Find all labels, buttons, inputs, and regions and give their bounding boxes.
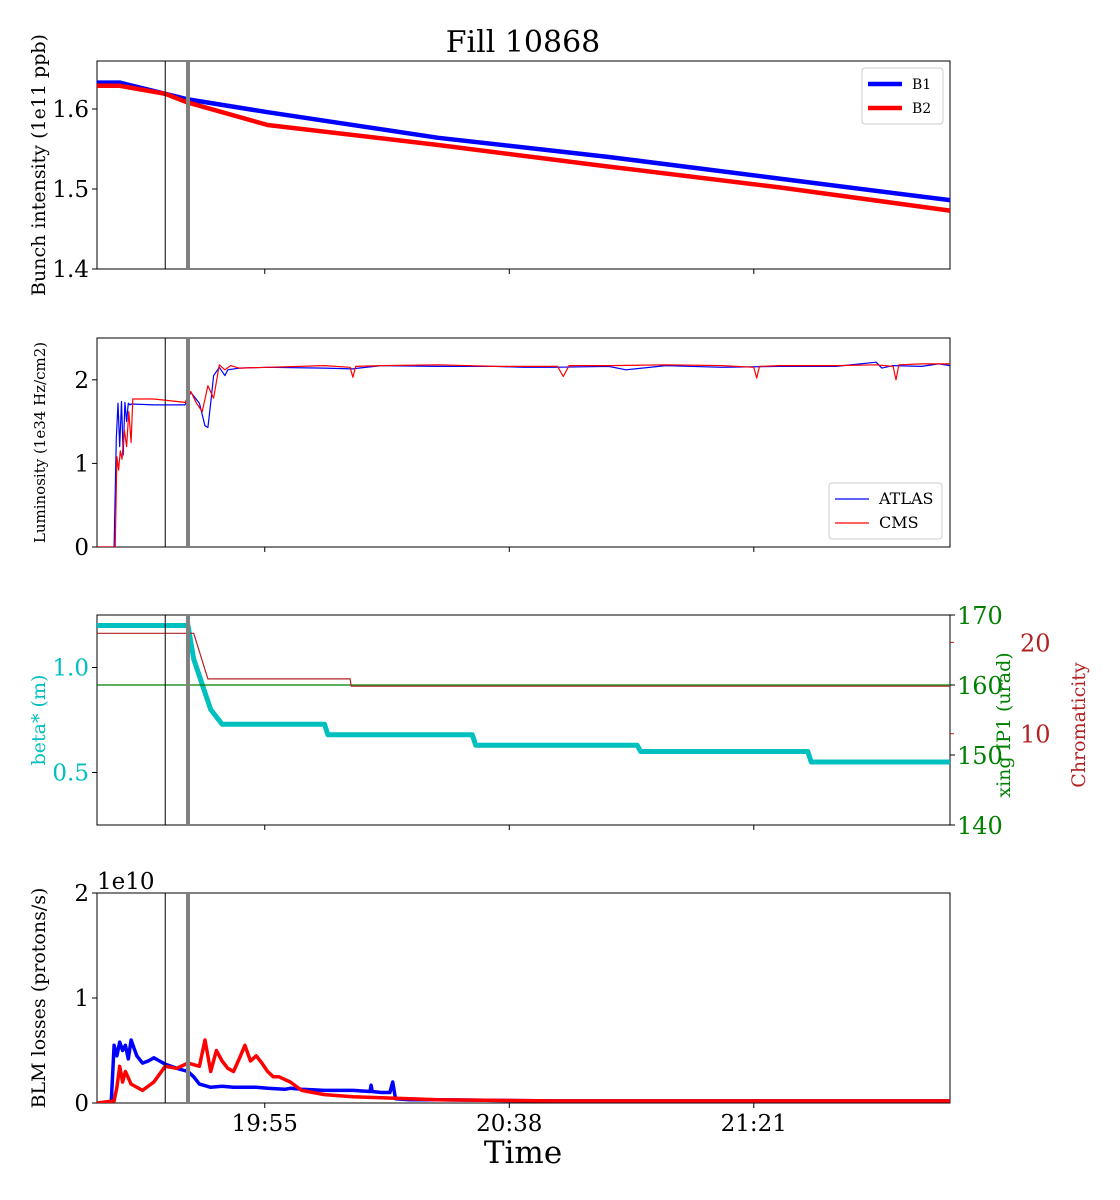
plot-area-optics [97, 623, 950, 765]
series-intensity-b2 [97, 83, 950, 213]
panel-luminosity: 0 1 2 Luminosity (1e34 Hz/cm2) ATLAS CMS [31, 337, 951, 561]
y-tick-label: 0.5 [52, 761, 89, 787]
plot-area-luminosity [97, 361, 950, 547]
y-axis-label: Luminosity (1e34 Hz/cm2) [31, 342, 49, 543]
y-tick-label: 1.0 [52, 656, 89, 682]
legend-label: B2 [912, 101, 931, 117]
series-luminosity-cms [97, 363, 950, 547]
offset-text: 1e10 [97, 869, 155, 895]
panel-blm: 19:55 20:38 21:21 0 1 2 BLM losses (protons/s)… [28, 869, 951, 1137]
plot-area-intensity [97, 80, 950, 213]
legend-luminosity: ATLAS CMS [828, 482, 943, 540]
y-right-tick-label: 140 [957, 812, 1003, 840]
legend-label: ATLAS [878, 489, 934, 508]
plot-area-blm [97, 1038, 950, 1103]
y-axis-label: Bunch intensity (1e11 ppb) [28, 34, 50, 296]
axes-frame-optics [96, 614, 951, 826]
y-tick-label: 2 [74, 368, 89, 394]
x-tick-label: 19:55 [232, 1111, 298, 1137]
y-right-tick-label: 150 [957, 742, 1003, 770]
y-right2-axis-label: Chromaticity [1068, 662, 1090, 788]
series-blm-b2 [97, 1038, 950, 1103]
x-tick-label: 21:21 [721, 1111, 787, 1137]
y-right2-tick-label: 10 [1020, 721, 1051, 749]
legend-label: CMS [879, 513, 919, 532]
legend-label: B1 [912, 77, 931, 93]
figure-title: Fill 10868 [446, 25, 601, 60]
axes-frame-intensity [96, 60, 951, 270]
y-right2-tick-label: 20 [1020, 629, 1051, 657]
y-right-axis-label: xing IP1 (urad) [993, 652, 1015, 797]
y-tick-label: 1 [74, 451, 89, 477]
legend-intensity: B1 B2 [861, 67, 944, 125]
series-optics-beta- [97, 623, 950, 765]
axes-frame-luminosity [96, 337, 951, 548]
y-tick-label: 1.4 [52, 257, 89, 283]
y-tick-label: 1.5 [52, 177, 89, 203]
x-tick-label: 20:38 [476, 1111, 542, 1137]
y-axis-label: beta* (m) [28, 675, 50, 766]
y-tick-label: 0 [74, 535, 89, 561]
y-tick-label: 1.6 [52, 97, 89, 123]
series-blm-b1 [97, 1038, 950, 1103]
y-tick-label: 0 [74, 1091, 89, 1117]
y-right-tick-label: 160 [957, 672, 1003, 700]
x-axis-label: Time [484, 1135, 562, 1171]
legend-box [828, 482, 943, 540]
y-tick-label: 2 [74, 881, 89, 907]
series-optics-chromaticity [97, 632, 950, 687]
y-axis-label: BLM losses (protons/s) [28, 888, 50, 1109]
y-tick-label: 1 [74, 986, 89, 1012]
y-right-tick-label: 170 [957, 602, 1003, 630]
